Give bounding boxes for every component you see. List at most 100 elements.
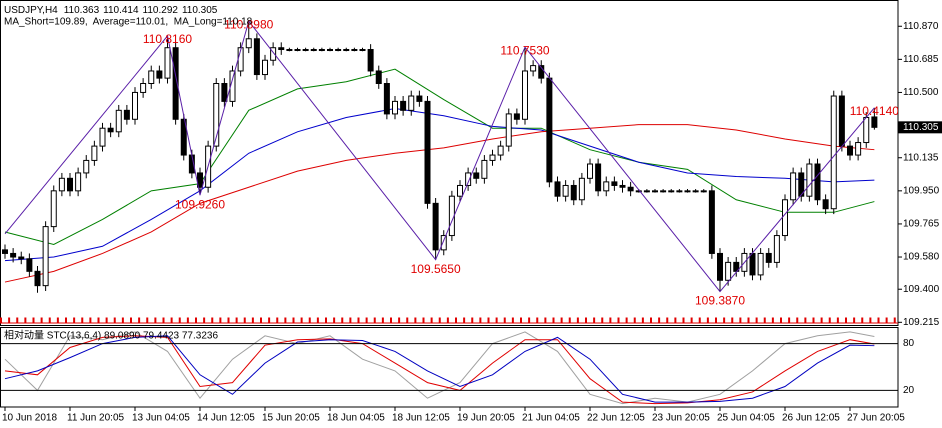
candle-body [708, 190, 715, 254]
candle-body [481, 159, 488, 179]
candle-body [652, 190, 658, 193]
candle-body [440, 235, 447, 251]
candle-body [676, 190, 683, 193]
candle-body [790, 172, 797, 201]
candle-body [164, 47, 171, 79]
candle-body [847, 145, 853, 156]
candle-body [660, 190, 667, 193]
candle-body [757, 252, 764, 276]
osc-title: 相对动量 STC(13,6,4) 89.0890 79.4423 77.3236 [4, 329, 218, 342]
y-tick-label: 109.580 [903, 252, 940, 263]
candle-body [765, 252, 772, 263]
candle-body [643, 190, 650, 193]
ma-legend: MA_Short=109.89, Average=110.01, MA_Long… [4, 17, 253, 28]
candle-body [725, 261, 732, 281]
y-tick-label: 109.950 [903, 185, 940, 196]
candle-body [58, 177, 65, 192]
candle-body [684, 190, 691, 193]
x-tick-label: 18 Jun 04:05 [327, 413, 385, 424]
candle-body [416, 95, 423, 102]
candle-body [34, 270, 41, 287]
candle-body [814, 163, 821, 201]
zigzag-label: 110.8160 [143, 32, 192, 46]
ma-line [4, 68, 875, 246]
candle-body [554, 181, 561, 197]
last-price-box [898, 121, 942, 134]
x-tick-label: 18 Jun 12:05 [392, 413, 450, 424]
candle-body [270, 47, 277, 61]
last-close: 110.305 [182, 5, 218, 16]
candle-body [538, 65, 545, 79]
candle-body [530, 65, 537, 72]
candle-body [99, 127, 106, 147]
candle-body [367, 49, 374, 72]
candle-body [156, 70, 163, 79]
candle-body [18, 256, 25, 260]
candle-body [327, 49, 333, 52]
candle-body [221, 83, 228, 102]
candle-body [115, 109, 122, 133]
candle-body [392, 100, 398, 115]
x-tick-label: 15 Jun 20:05 [262, 413, 320, 424]
candle-body [213, 83, 220, 147]
candle-body [343, 49, 350, 52]
candle-body [83, 159, 90, 174]
candle-body [359, 49, 366, 52]
last-price-label: 110.305 [903, 122, 939, 133]
candle-body [830, 95, 837, 210]
candle-body [457, 184, 463, 197]
y-tick-label: 110.500 [903, 87, 939, 98]
candle-body [302, 49, 309, 52]
candle-body [863, 116, 870, 144]
candle-body [140, 83, 147, 93]
candle-body [375, 70, 382, 84]
candle-body [700, 190, 707, 193]
x-tick-label: 13 Jun 04:05 [132, 413, 190, 424]
last-low: 110.292 [143, 5, 179, 16]
candle-body [749, 252, 756, 276]
candle-body [91, 145, 98, 161]
candle-body [773, 235, 780, 263]
y-tick-label: 110.135 [903, 152, 939, 163]
candle-body [635, 190, 642, 193]
zigzag-label: 110.7530 [500, 43, 549, 57]
candle-body [692, 190, 699, 193]
zigzag-label: 110.4140 [850, 104, 899, 118]
candle-body [107, 127, 114, 133]
y-tick-label: 110.685 [903, 54, 939, 65]
candle-body [432, 202, 439, 251]
candle-body [2, 249, 8, 254]
candle-body [148, 70, 155, 84]
candle-body [197, 172, 203, 188]
x-tick-label: 27 Jun 20:05 [847, 413, 905, 424]
zigzag-label: 109.5650 [411, 262, 461, 276]
x-tick-label: 22 Jun 12:05 [587, 413, 645, 424]
candle-body [806, 163, 813, 197]
candle-body [10, 252, 17, 258]
candle-body [522, 70, 528, 120]
zigzag-label: 109.9260 [175, 197, 225, 211]
candle-body [619, 184, 626, 188]
osc-frame [0, 327, 899, 408]
candle-body [871, 116, 878, 128]
candle-body [570, 184, 577, 201]
candle-body [335, 49, 342, 52]
ma-line [4, 108, 875, 262]
y-tick-label: 80 [903, 338, 915, 349]
ma-line [4, 124, 875, 283]
main-plot: 110.8160 109.9260 110.8980 109.5650 110.7530… [2, 17, 899, 308]
candle-body [75, 172, 82, 192]
chart-title: USDJPY,H4 110.363 110.414 110.292 110.305 [4, 5, 218, 16]
candle-body [286, 49, 293, 52]
x-tick-label: 26 Jun 12:05 [782, 413, 840, 424]
x-tick-label: 21 Jun 04:05 [522, 413, 580, 424]
candle-body [798, 172, 805, 197]
y-tick-label: 109.765 [903, 219, 940, 230]
candle-body [50, 190, 57, 228]
candle-body [668, 190, 675, 193]
candle-body [318, 49, 325, 52]
symbol: USDJPY,H4 [4, 5, 58, 16]
zigzag-label: 109.3870 [695, 294, 745, 308]
